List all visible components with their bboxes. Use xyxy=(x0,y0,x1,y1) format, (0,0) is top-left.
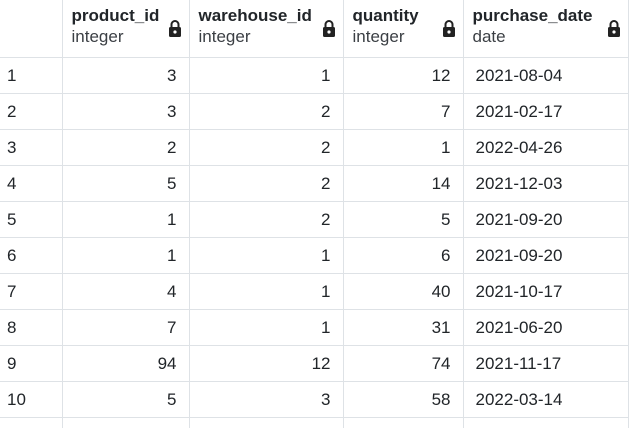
cell-product-id[interactable]: 1 xyxy=(62,237,190,274)
table-row[interactable]: 6 1 1 6 2021-09-20 xyxy=(0,237,629,274)
cell-product-id[interactable]: 3 xyxy=(62,57,190,94)
cell-warehouse-id[interactable]: 2 xyxy=(189,93,344,130)
cell-purchase-date[interactable]: 2021-06-20 xyxy=(463,309,629,346)
row-number[interactable]: 1 xyxy=(0,57,63,94)
cell-warehouse-id[interactable]: 1 xyxy=(189,309,344,346)
table-row[interactable]: 5 1 2 5 2021-09-20 xyxy=(0,201,629,238)
result-table: product_id integer warehouse_id integer xyxy=(0,0,629,428)
column-type: integer xyxy=(198,27,251,46)
table-row[interactable]: 7 4 1 40 2021-10-17 xyxy=(0,273,629,310)
column-type: date xyxy=(472,27,506,46)
cell-purchase-date[interactable]: 2021-09-20 xyxy=(463,201,629,238)
cell-product-id[interactable]: 2 xyxy=(62,129,190,166)
lock-icon xyxy=(168,20,181,37)
row-number[interactable]: 2 xyxy=(0,93,63,130)
row-number[interactable]: 6 xyxy=(0,237,63,274)
cell-product-id[interactable]: 7 xyxy=(62,309,190,346)
cell-product-id[interactable]: 3 xyxy=(62,93,190,130)
cell-purchase-date[interactable]: 2021-02-17 xyxy=(463,93,629,130)
row-number[interactable]: 9 xyxy=(0,345,63,382)
cell-warehouse-id[interactable]: 2 xyxy=(189,201,344,238)
cell-purchase-date[interactable]: 2021-09-20 xyxy=(463,237,629,274)
cell-purchase-date[interactable]: 2021-11-17 xyxy=(463,345,629,382)
row-number[interactable]: 10 xyxy=(0,381,63,418)
cell-quantity[interactable]: 14 xyxy=(343,165,464,202)
cell-quantity[interactable]: 40 xyxy=(343,273,464,310)
lock-icon xyxy=(322,20,335,37)
lock-icon xyxy=(442,20,455,37)
cell-quantity[interactable]: 12 xyxy=(343,57,464,94)
cell-quantity[interactable]: 74 xyxy=(343,345,464,382)
cell-purchase-date[interactable]: 2022-04-26 xyxy=(463,129,629,166)
column-name: purchase_date xyxy=(472,6,593,25)
cell-product-id[interactable]: 5 xyxy=(62,165,190,202)
table-row-partial xyxy=(0,417,629,428)
cell-quantity[interactable]: 31 xyxy=(343,309,464,346)
cell-warehouse-id[interactable]: 3 xyxy=(189,381,344,418)
table-row[interactable]: 9 94 12 74 2021-11-17 xyxy=(0,345,629,382)
column-name: product_id xyxy=(71,6,160,25)
row-number[interactable]: 5 xyxy=(0,201,63,238)
cell-purchase-date[interactable]: 2022-03-14 xyxy=(463,381,629,418)
cell-purchase-date[interactable]: 2021-12-03 xyxy=(463,165,629,202)
column-header-product-id[interactable]: product_id integer xyxy=(62,0,190,58)
row-number-header[interactable] xyxy=(0,0,63,58)
header-row: product_id integer warehouse_id integer xyxy=(0,0,629,58)
cell-quantity[interactable]: 6 xyxy=(343,237,464,274)
cell-warehouse-id[interactable]: 1 xyxy=(189,237,344,274)
row-number[interactable]: 4 xyxy=(0,165,63,202)
cell-quantity[interactable]: 58 xyxy=(343,381,464,418)
column-header-purchase-date[interactable]: purchase_date date xyxy=(463,0,629,58)
cell-product-id[interactable]: 5 xyxy=(62,381,190,418)
cell-warehouse-id[interactable]: 2 xyxy=(189,129,344,166)
cell-product-id[interactable]: 94 xyxy=(62,345,190,382)
table-row[interactable]: 8 7 1 31 2021-06-20 xyxy=(0,309,629,346)
table-row[interactable]: 4 5 2 14 2021-12-03 xyxy=(0,165,629,202)
cell-purchase-date[interactable]: 2021-10-17 xyxy=(463,273,629,310)
table-row[interactable]: 2 3 2 7 2021-02-17 xyxy=(0,93,629,130)
lock-icon xyxy=(607,20,620,37)
column-type: integer xyxy=(71,27,124,46)
row-number[interactable]: 8 xyxy=(0,309,63,346)
cell-purchase-date[interactable]: 2021-08-04 xyxy=(463,57,629,94)
column-header-quantity[interactable]: quantity integer xyxy=(343,0,464,58)
cell-product-id[interactable]: 4 xyxy=(62,273,190,310)
cell-warehouse-id[interactable]: 2 xyxy=(189,165,344,202)
column-header-warehouse-id[interactable]: warehouse_id integer xyxy=(189,0,344,58)
table-row[interactable]: 10 5 3 58 2022-03-14 xyxy=(0,381,629,418)
cell-quantity[interactable]: 7 xyxy=(343,93,464,130)
row-number[interactable]: 7 xyxy=(0,273,63,310)
table-row[interactable]: 3 2 2 1 2022-04-26 xyxy=(0,129,629,166)
cell-quantity[interactable]: 5 xyxy=(343,201,464,238)
cell-quantity[interactable]: 1 xyxy=(343,129,464,166)
cell-product-id[interactable]: 1 xyxy=(62,201,190,238)
row-number[interactable]: 3 xyxy=(0,129,63,166)
column-type: integer xyxy=(352,27,405,46)
cell-warehouse-id[interactable]: 1 xyxy=(189,57,344,94)
table-row[interactable]: 1 3 1 12 2021-08-04 xyxy=(0,57,629,94)
column-name: warehouse_id xyxy=(198,6,312,25)
cell-warehouse-id[interactable]: 1 xyxy=(189,273,344,310)
column-name: quantity xyxy=(352,6,419,25)
cell-warehouse-id[interactable]: 12 xyxy=(189,345,344,382)
